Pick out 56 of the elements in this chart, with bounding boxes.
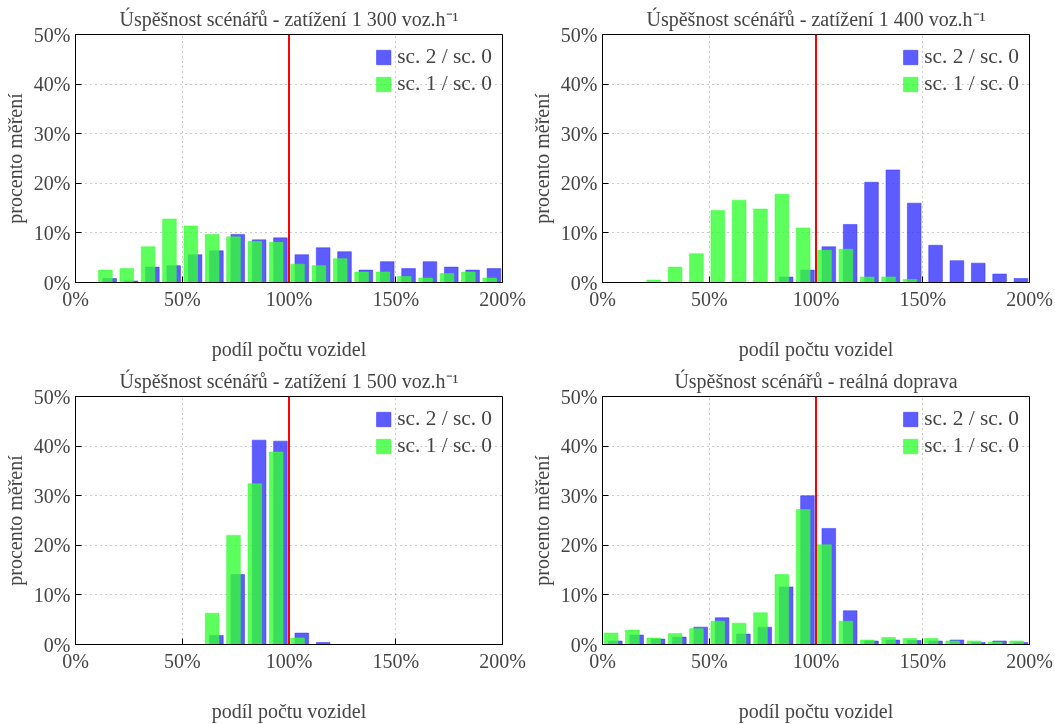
y-tick-label: 20% — [33, 172, 71, 195]
y-tick-label: 40% — [33, 435, 71, 458]
x-tick-label: 150% — [372, 287, 420, 310]
x-axis-title: podíl počtu vozidel — [211, 337, 367, 361]
y-tick-label: 50% — [33, 385, 71, 408]
x-tick-label: 100% — [265, 287, 313, 310]
y-tick-label: 10% — [560, 583, 598, 606]
legend-label: sc. 1 / sc. 0 — [924, 433, 1019, 458]
y-tick-label: 50% — [560, 385, 598, 408]
x-tick-label: 150% — [372, 649, 420, 672]
x-tick-label: 200% — [479, 649, 526, 672]
y-tick-label: 10% — [560, 221, 598, 244]
y-tick-label: 30% — [33, 122, 71, 145]
legend-label: sc. 1 / sc. 0 — [397, 71, 492, 96]
chart-title: Úspěšnost scénářů - zatížení 1 300 voz.h⁻¹ — [119, 6, 459, 31]
x-tick-label: 100% — [265, 649, 313, 672]
y-axis-title: procento měření — [530, 454, 554, 586]
x-tick-label: 50% — [163, 649, 201, 672]
legend-label: sc. 2 / sc. 0 — [397, 44, 492, 69]
y-tick-label: 10% — [33, 221, 71, 244]
y-tick-label: 30% — [33, 484, 71, 507]
legend-label: sc. 2 / sc. 0 — [924, 44, 1019, 69]
y-tick-label: 40% — [560, 435, 598, 458]
x-axis-title: podíl počtu vozidel — [738, 337, 894, 361]
y-tick-label: 20% — [33, 534, 71, 557]
x-tick-label: 200% — [1006, 287, 1053, 310]
legend-label: sc. 1 / sc. 0 — [397, 433, 492, 458]
chart-title: Úspěšnost scénářů - reálná doprava — [674, 368, 958, 393]
x-tick-label: 150% — [899, 649, 947, 672]
x-tick-label: 100% — [792, 287, 840, 310]
x-tick-label: 50% — [690, 649, 728, 672]
legend-label: sc. 2 / sc. 0 — [397, 406, 492, 431]
y-tick-label: 50% — [560, 23, 598, 46]
x-tick-label: 50% — [690, 287, 728, 310]
x-tick-label: 50% — [163, 287, 201, 310]
chart-title: Úspěšnost scénářů - zatížení 1 500 voz.h⁻¹ — [119, 368, 459, 393]
y-tick-label: 40% — [33, 73, 71, 96]
x-tick-label: 100% — [792, 649, 840, 672]
y-tick-label: 30% — [560, 122, 598, 145]
y-tick-label: 40% — [560, 73, 598, 96]
x-axis-title: podíl počtu vozidel — [738, 699, 894, 723]
y-tick-label: 20% — [560, 534, 598, 557]
y-axis-title: procento měření — [3, 92, 27, 224]
x-tick-label: 150% — [899, 287, 947, 310]
legend-label: sc. 1 / sc. 0 — [924, 71, 1019, 96]
x-tick-label: 200% — [479, 287, 526, 310]
chart-title: Úspěšnost scénářů - zatížení 1 400 voz.h⁻¹ — [646, 6, 986, 31]
y-tick-label: 20% — [560, 172, 598, 195]
y-tick-label: 50% — [33, 23, 71, 46]
y-tick-label: 30% — [560, 484, 598, 507]
legend-label: sc. 2 / sc. 0 — [924, 406, 1019, 431]
y-tick-label: 10% — [33, 583, 71, 606]
y-axis-title: procento měření — [3, 454, 27, 586]
x-axis-title: podíl počtu vozidel — [211, 699, 367, 723]
x-tick-label: 200% — [1006, 649, 1053, 672]
y-axis-title: procento měření — [530, 92, 554, 224]
